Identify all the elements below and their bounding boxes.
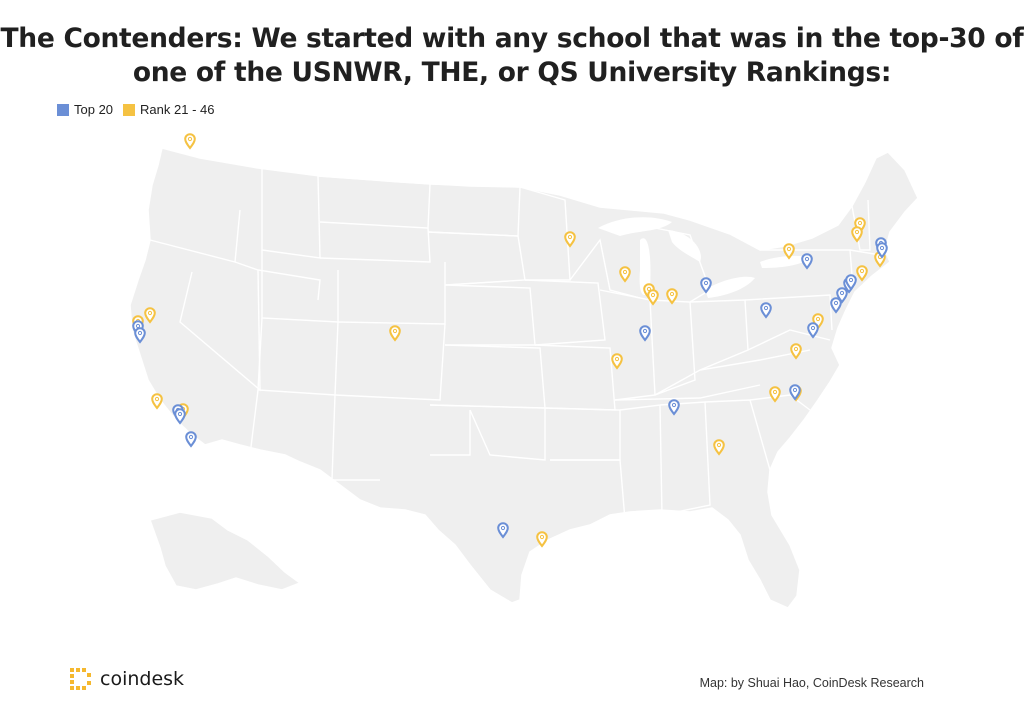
contiguous-us-shape [129,147,919,609]
legend-item-top20: Top 20 [57,102,113,117]
coindesk-logo-icon [70,668,91,690]
pin-yellow [151,393,163,409]
legend-swatch-blue [57,103,69,116]
legend-swatch-yellow [123,103,136,116]
legend: Top 20 Rank 21 - 46 [57,102,214,117]
title-line-2: one of the USNWR, THE, or QS University … [132,57,892,88]
pin-yellow [184,133,196,149]
coindesk-logo: coindesk [70,668,184,690]
title-line-1: The Contenders: We started with any scho… [0,23,1024,54]
great-lakes [598,217,810,298]
map-title: The Contenders: We started with any scho… [0,22,1024,90]
state-borders [149,160,881,526]
legend-item-rank21-46: Rank 21 - 46 [123,102,214,117]
pin-blue [185,431,197,447]
legend-label-top20: Top 20 [74,102,114,117]
alaska-shape [149,511,302,591]
legend-label-rank21-46: Rank 21 - 46 [140,102,215,117]
map-credit: Map: by Shuai Hao, CoinDesk Research [699,676,924,690]
coindesk-logo-text: coindesk [100,668,185,690]
